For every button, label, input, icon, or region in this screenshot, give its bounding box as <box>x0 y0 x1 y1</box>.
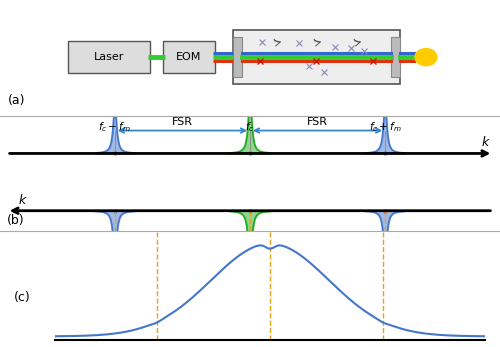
Text: Laser: Laser <box>94 52 124 62</box>
FancyBboxPatch shape <box>232 30 400 84</box>
Text: FSR: FSR <box>307 117 328 127</box>
FancyBboxPatch shape <box>390 37 400 77</box>
Text: $f_c + f_m$: $f_c + f_m$ <box>368 120 402 134</box>
Text: $f_c - f_m$: $f_c - f_m$ <box>98 120 132 134</box>
FancyBboxPatch shape <box>68 41 150 73</box>
Text: (b): (b) <box>7 214 24 227</box>
Text: FSR: FSR <box>172 117 193 127</box>
Text: $f_c$: $f_c$ <box>245 120 255 134</box>
Text: (c): (c) <box>14 290 31 304</box>
FancyBboxPatch shape <box>233 37 242 77</box>
Text: $k$: $k$ <box>18 193 27 207</box>
Text: $k$: $k$ <box>481 135 490 150</box>
Text: EOM: EOM <box>176 52 202 62</box>
Text: (a): (a) <box>8 94 25 107</box>
Circle shape <box>415 49 437 66</box>
FancyBboxPatch shape <box>163 41 214 73</box>
